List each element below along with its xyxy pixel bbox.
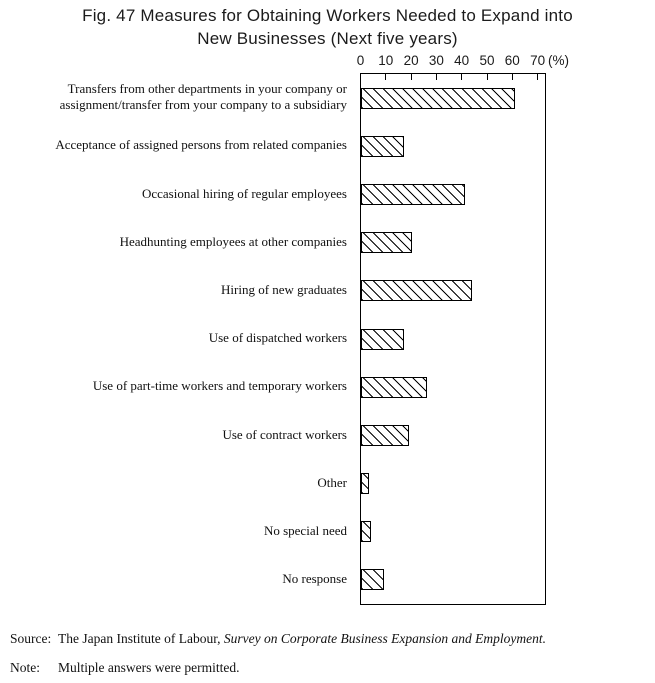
x-tick-label: 70 — [530, 53, 546, 68]
x-axis-unit-label: (%) — [548, 53, 569, 68]
x-tick-mark — [435, 74, 437, 80]
bar — [361, 424, 410, 446]
bar — [361, 87, 516, 109]
x-tick-label: 20 — [403, 53, 419, 68]
x-tick-label: 30 — [428, 53, 444, 68]
bar — [361, 232, 412, 254]
source-title-italic: Survey on Corporate Business Expansion a… — [223, 631, 547, 646]
category-label: Headhunting employees at other companies — [119, 233, 347, 249]
x-tick-label: 0 — [356, 53, 365, 68]
note-label: Note: — [10, 660, 40, 675]
note-text: Multiple answers were permitted. — [58, 660, 240, 675]
source-label: Source: — [10, 631, 52, 646]
bar — [361, 135, 404, 157]
category-label: No special need — [263, 522, 347, 538]
bar — [361, 473, 369, 495]
x-tick-mark — [385, 74, 387, 80]
category-label: Acceptance of assigned persons from rela… — [55, 137, 347, 153]
category-label: Occasional hiring of regular employees — [141, 185, 347, 201]
category-label: No response — [282, 571, 347, 587]
x-tick-label: 10 — [378, 53, 394, 68]
category-label: Transfers from other departments in your… — [59, 81, 347, 113]
x-tick-mark — [511, 74, 513, 80]
category-label: Use of contract workers — [222, 426, 347, 442]
category-label: Use of part-time workers and temporary w… — [92, 378, 347, 394]
x-tick-label: 60 — [504, 53, 520, 68]
x-tick-mark — [410, 74, 412, 80]
bar — [361, 328, 404, 350]
x-tick-label: 40 — [454, 53, 470, 68]
category-label: Hiring of new graduates — [221, 282, 347, 297]
figure-title-line-1: Fig. 47 Measures for Obtaining Workers N… — [82, 6, 573, 25]
bar — [361, 183, 465, 205]
bar — [361, 569, 384, 591]
category-label: Other — [317, 474, 347, 490]
source-line: Source: The Japan Institute of Labour, Su… — [10, 631, 651, 647]
source-text: The Japan Institute of Labour, Survey on… — [58, 631, 547, 646]
category-label: Use of dispatched workers — [208, 330, 347, 346]
x-tick-label: 50 — [479, 53, 495, 68]
bar — [361, 280, 473, 302]
note-line: Note: Multiple answers were permitted. — [10, 660, 651, 676]
plot-area — [360, 73, 546, 605]
x-tick-mark — [461, 74, 463, 80]
figure-title-line-2: New Businesses (Next five years) — [197, 29, 458, 48]
x-tick-mark — [486, 74, 488, 80]
x-tick-mark — [537, 74, 539, 80]
bar — [361, 521, 372, 543]
bar — [361, 376, 427, 398]
